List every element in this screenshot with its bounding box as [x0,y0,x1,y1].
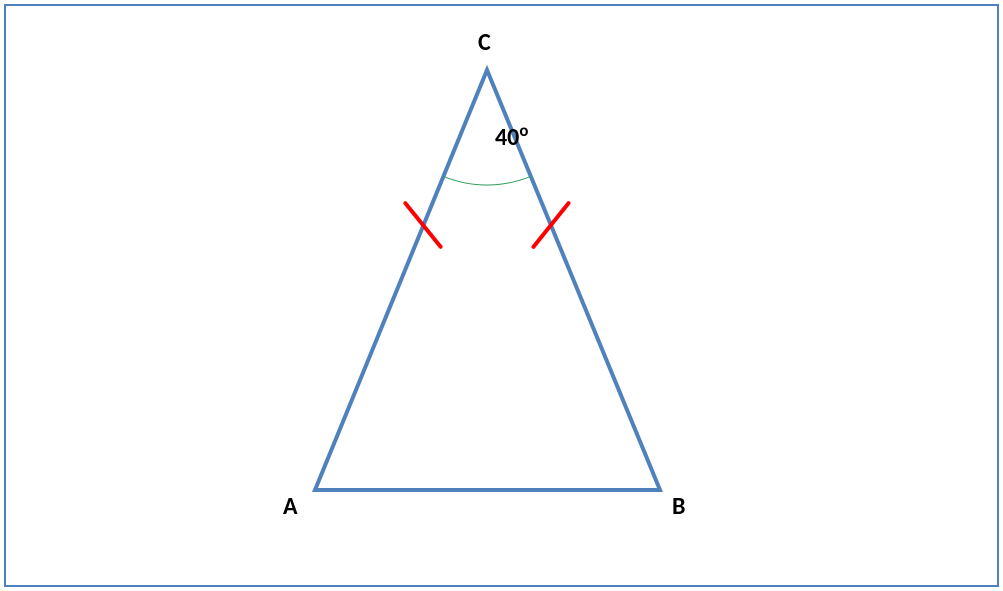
angle-arc [443,176,530,185]
triangle [315,70,660,490]
tick-mark-left [405,203,440,247]
vertex-label-A: A [283,492,298,521]
vertex-label-B: B [672,492,685,521]
vertex-label-C: C [478,28,491,57]
diagram-svg [0,0,1003,591]
tick-mark-right [533,203,568,247]
angle-label: 40o [495,120,528,152]
angle-value: 40 [495,123,519,152]
angle-degree-symbol: o [519,120,528,141]
